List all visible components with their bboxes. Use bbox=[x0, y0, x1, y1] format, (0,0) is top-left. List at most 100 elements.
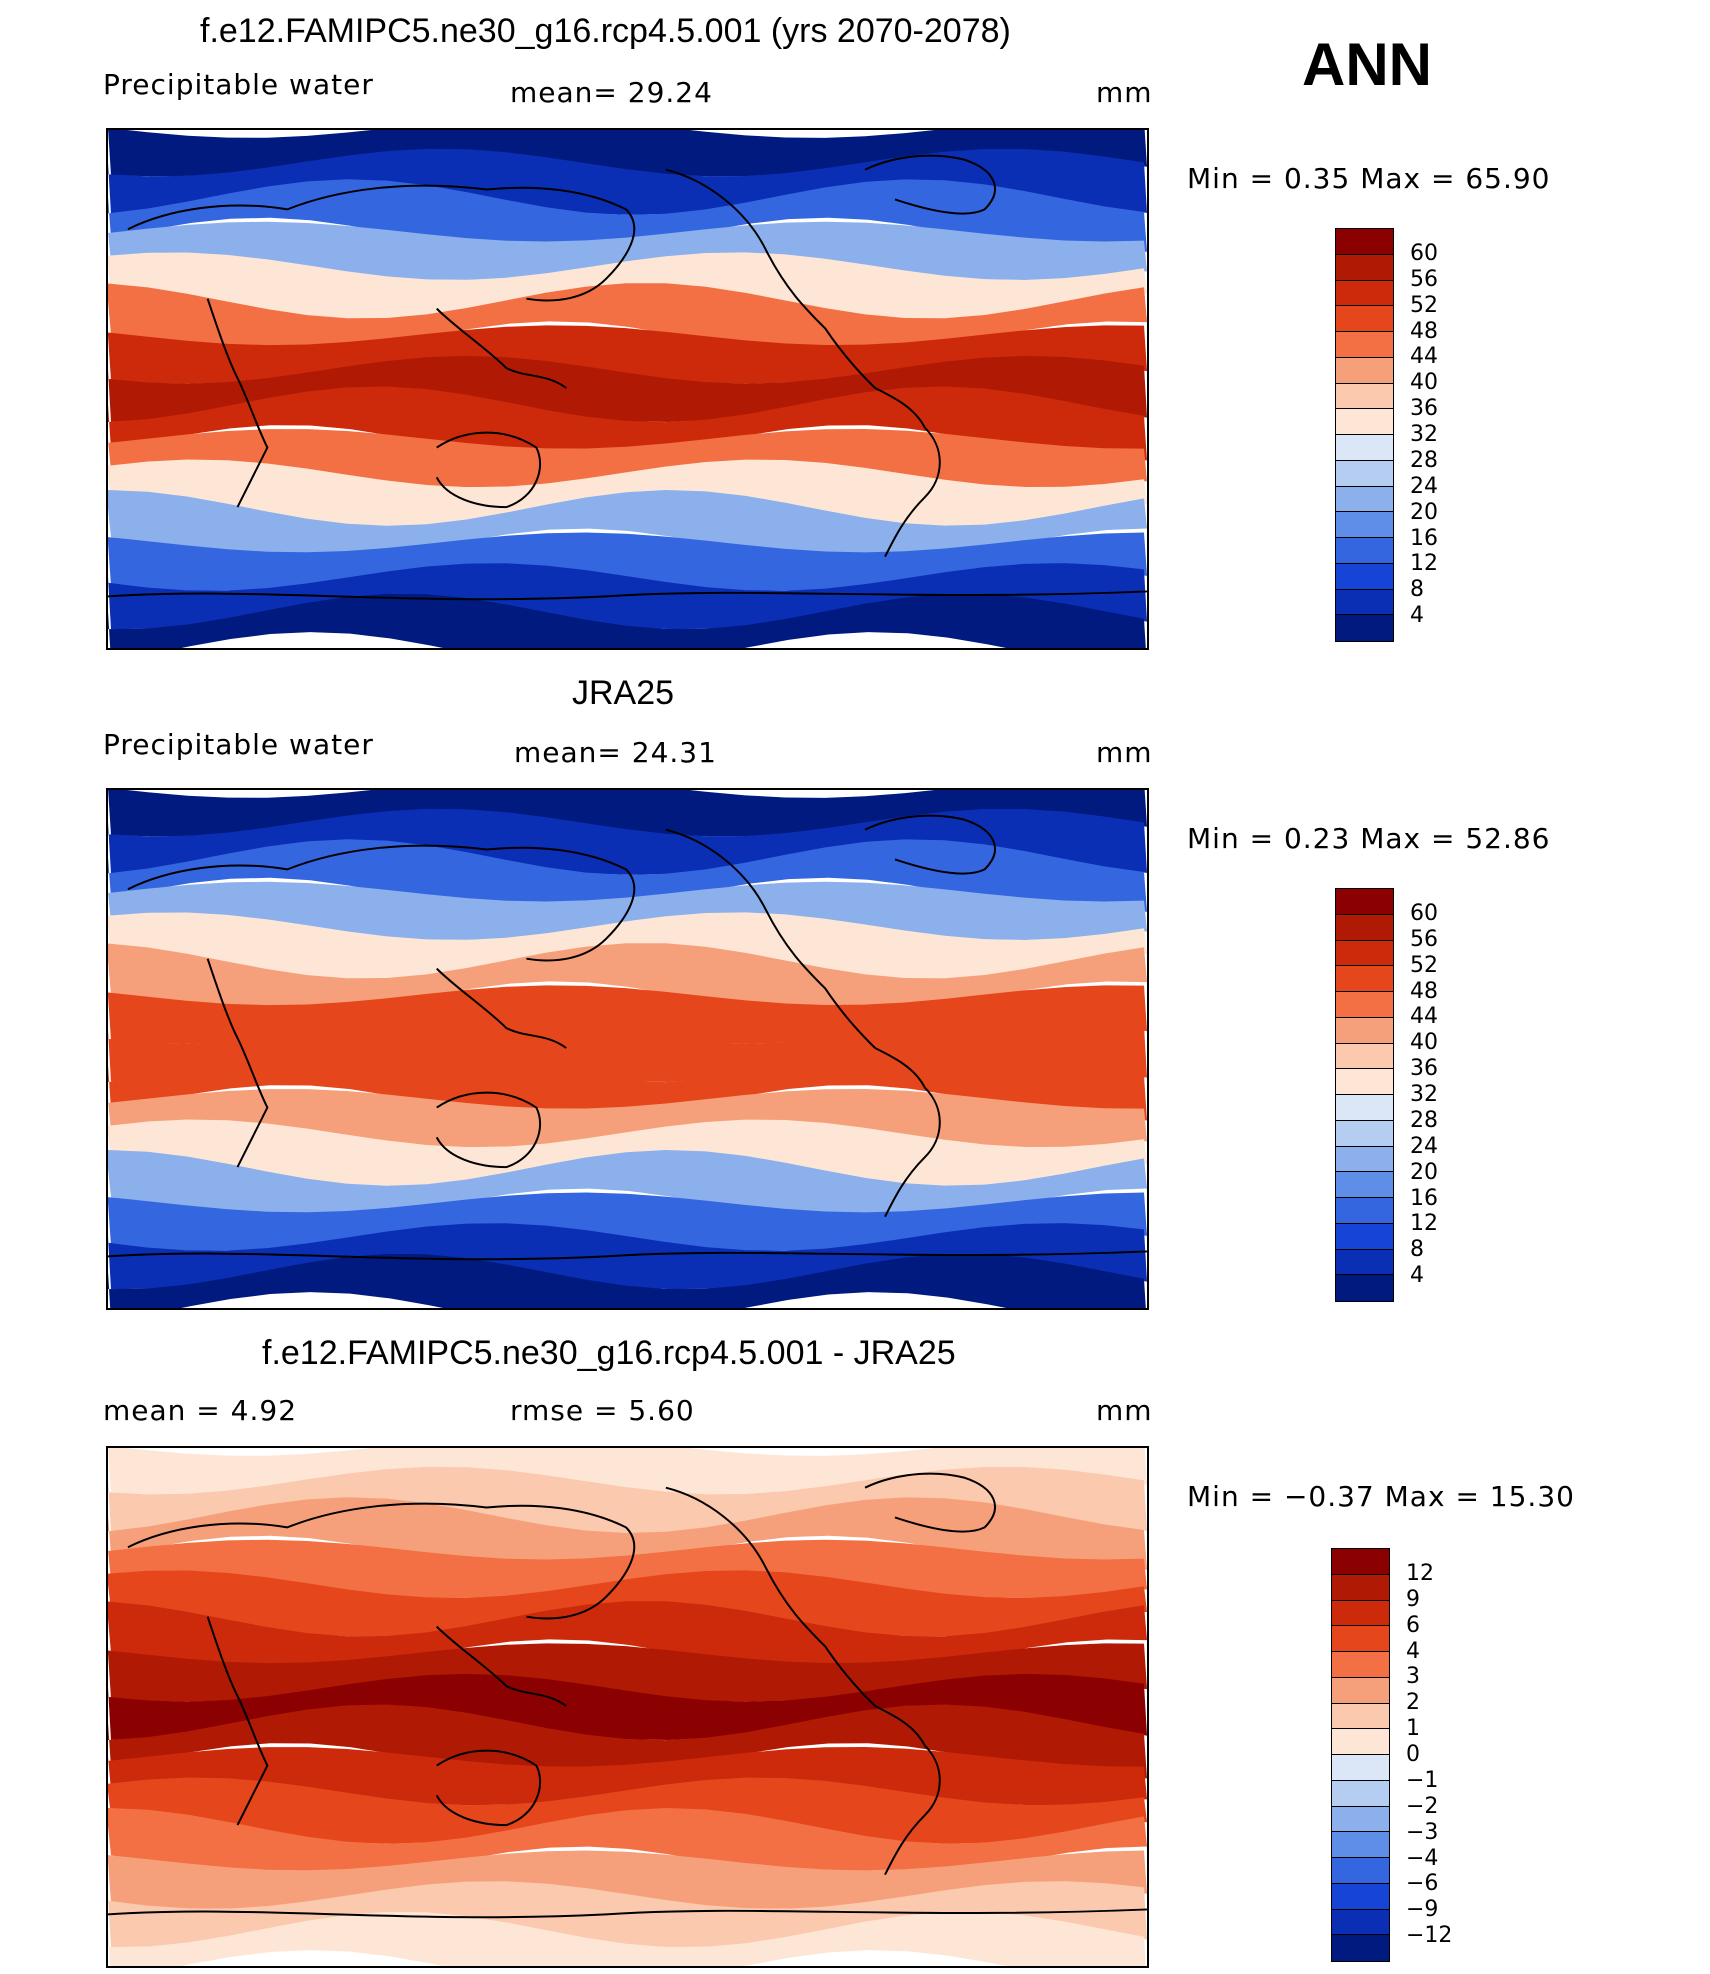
coastline bbox=[435, 1749, 541, 1827]
colorbar-swatch bbox=[1336, 563, 1393, 590]
coastline bbox=[435, 431, 541, 509]
contour-band bbox=[108, 1150, 1147, 1225]
colorbar-swatch bbox=[1336, 914, 1393, 941]
colorbar-swatch bbox=[1336, 229, 1393, 255]
colorbar-tick-label: −3 bbox=[1406, 1819, 1439, 1845]
colorbar-swatch bbox=[1336, 512, 1393, 538]
colorbar-swatch bbox=[1332, 1703, 1389, 1730]
contour-band bbox=[108, 1046, 1147, 1121]
panel1-colorbar bbox=[1335, 228, 1394, 642]
panel2-map bbox=[106, 788, 1149, 1310]
panel2-mean-label: mean= 24.31 bbox=[514, 736, 717, 769]
colorbar-swatch bbox=[1336, 1249, 1393, 1276]
colorbar-swatch bbox=[1336, 409, 1393, 435]
coastline bbox=[127, 844, 636, 962]
panel3-title: f.e12.FAMIPC5.ne30_g16.rcp4.5.001 - JRA2… bbox=[262, 1334, 956, 1372]
contour-band bbox=[108, 1497, 1147, 1572]
colorbar-tick-label: 6 bbox=[1406, 1612, 1420, 1638]
colorbar-tick-label: 24 bbox=[1410, 1133, 1438, 1159]
contour-band bbox=[108, 148, 1147, 215]
colorbar-swatch bbox=[1336, 357, 1393, 384]
coastline bbox=[108, 1250, 1147, 1261]
colorbar-tick-label: 48 bbox=[1410, 978, 1438, 1004]
colorbar-tick-label: −4 bbox=[1406, 1845, 1439, 1871]
coastline bbox=[108, 1908, 1147, 1919]
panel1-variable-label: Precipitable water bbox=[103, 68, 374, 101]
colorbar-tick-label: 56 bbox=[1410, 266, 1438, 292]
coastline bbox=[435, 1091, 541, 1169]
panel2-units-label: mm bbox=[1096, 736, 1153, 769]
colorbar-tick-label: 60 bbox=[1410, 900, 1438, 926]
colorbar-tick-label: 4 bbox=[1406, 1638, 1420, 1664]
panel2-minmax: Min = 0.23 Max = 52.86 bbox=[1187, 822, 1551, 855]
panel3-mean-label: mean = 4.92 bbox=[103, 1394, 298, 1427]
colorbar-swatch bbox=[1332, 1883, 1389, 1910]
colorbar-tick-label: 40 bbox=[1410, 1030, 1438, 1056]
colorbar-swatch bbox=[1336, 992, 1393, 1018]
colorbar-tick-label: 3 bbox=[1406, 1664, 1420, 1690]
colorbar-tick-label: 36 bbox=[1410, 396, 1438, 422]
coastline bbox=[436, 307, 567, 389]
contour-band bbox=[108, 1911, 1146, 1966]
colorbar-swatch bbox=[1332, 1574, 1389, 1601]
colorbar-tick-label: 56 bbox=[1410, 926, 1438, 952]
panel3-rmse-label: rmse = 5.60 bbox=[510, 1394, 695, 1427]
colorbar-tick-label: 52 bbox=[1410, 292, 1438, 318]
colorbar-swatch bbox=[1336, 383, 1393, 410]
colorbar-swatch bbox=[1336, 589, 1393, 616]
panel3-colorbar bbox=[1331, 1548, 1390, 1962]
colorbar-swatch bbox=[1332, 1677, 1389, 1704]
colorbar-swatch bbox=[1332, 1652, 1389, 1678]
coastline bbox=[665, 1486, 876, 1707]
coastline bbox=[874, 1047, 941, 1218]
contour-band bbox=[108, 1466, 1147, 1533]
colorbar-swatch bbox=[1332, 1909, 1389, 1936]
colorbar-tick-label: 2 bbox=[1406, 1690, 1420, 1716]
contour-band bbox=[108, 1448, 1147, 1495]
colorbar-swatch bbox=[1332, 1600, 1389, 1627]
contour-band bbox=[108, 490, 1147, 565]
panel3-map bbox=[106, 1446, 1149, 1968]
colorbar-swatch bbox=[1332, 1626, 1389, 1652]
coastline bbox=[206, 958, 269, 1168]
colorbar-tick-label: 12 bbox=[1410, 1211, 1438, 1237]
colorbar-tick-label: 4 bbox=[1410, 603, 1424, 629]
colorbar-swatch bbox=[1336, 486, 1393, 513]
coastline bbox=[436, 1625, 567, 1707]
contour-band bbox=[108, 179, 1147, 254]
colorbar-tick-label: 32 bbox=[1410, 422, 1438, 447]
coastline bbox=[206, 1616, 269, 1826]
contour-band bbox=[108, 1601, 1147, 1676]
colorbar-tick-label: 48 bbox=[1410, 318, 1438, 344]
colorbar-swatch bbox=[1332, 1729, 1389, 1755]
colorbar-tick-label: 1 bbox=[1406, 1716, 1420, 1742]
colorbar-tick-label: 20 bbox=[1410, 499, 1438, 525]
colorbar-swatch bbox=[1332, 1832, 1389, 1858]
coastline bbox=[108, 590, 1147, 601]
colorbar-swatch bbox=[1336, 1069, 1393, 1095]
coastline bbox=[864, 814, 996, 875]
colorbar-swatch bbox=[1332, 1858, 1389, 1884]
contour-band bbox=[108, 563, 1147, 630]
contour-band bbox=[108, 1015, 1147, 1083]
coastline bbox=[665, 168, 876, 389]
panel1-minmax: Min = 0.35 Max = 65.90 bbox=[1187, 162, 1551, 195]
panel2-variable-label: Precipitable water bbox=[103, 728, 374, 761]
colorbar-tick-label: 12 bbox=[1410, 551, 1438, 577]
colorbar-tick-label: 28 bbox=[1410, 447, 1438, 473]
colorbar-swatch bbox=[1336, 1146, 1393, 1173]
colorbar-swatch bbox=[1336, 1223, 1393, 1250]
contour-band bbox=[108, 790, 1147, 837]
panel1-title: f.e12.FAMIPC5.ne30_g16.rcp4.5.001 (yrs 2… bbox=[200, 12, 1011, 50]
colorbar-tick-label: 36 bbox=[1410, 1056, 1438, 1082]
colorbar-swatch bbox=[1336, 889, 1393, 915]
colorbar-tick-label: 52 bbox=[1410, 952, 1438, 978]
colorbar-swatch bbox=[1336, 1017, 1393, 1044]
coastline bbox=[206, 298, 269, 508]
colorbar-tick-label: 0 bbox=[1406, 1742, 1420, 1767]
contour-band bbox=[108, 1673, 1147, 1741]
colorbar-swatch bbox=[1336, 1275, 1393, 1301]
colorbar-tick-label: −9 bbox=[1406, 1897, 1439, 1923]
colorbar-tick-label: −2 bbox=[1406, 1793, 1439, 1819]
season-label: ANN bbox=[1302, 31, 1432, 98]
